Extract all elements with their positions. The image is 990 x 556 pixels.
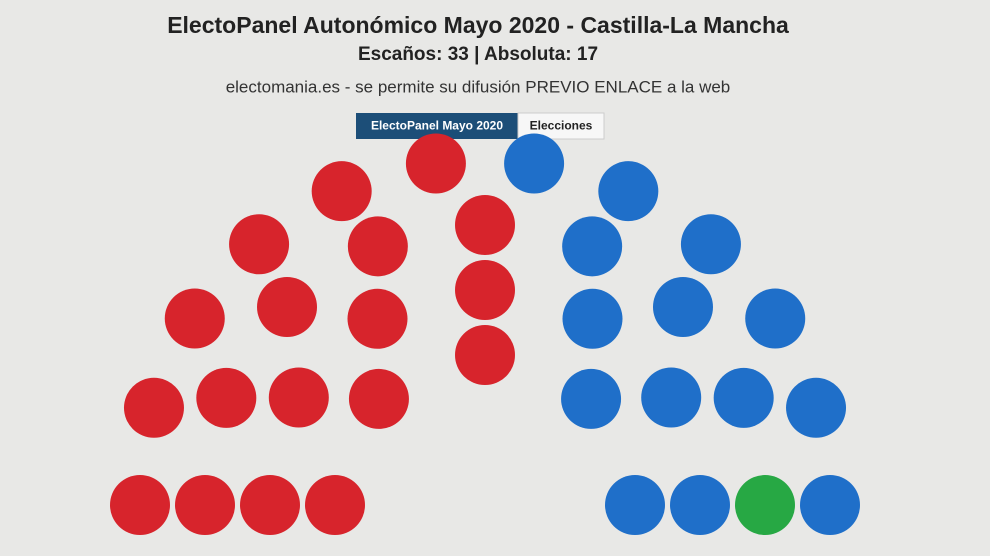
seat: [196, 367, 257, 428]
seat: [305, 475, 365, 535]
seat: [455, 195, 515, 255]
seat: [652, 277, 713, 338]
seat: [786, 377, 847, 438]
seat: [713, 367, 774, 428]
chart-subtitle: Escaños: 33 | Absoluta: 17: [358, 44, 598, 65]
seat: [268, 367, 329, 428]
seat: [562, 288, 623, 349]
seat: [455, 325, 515, 385]
seat: [641, 367, 702, 428]
seat: [562, 216, 623, 277]
seat: [348, 368, 409, 429]
seat: [123, 377, 184, 438]
seat: [680, 214, 741, 275]
seat: [347, 216, 408, 277]
seat: [229, 214, 290, 275]
credit: electomania.es - se permite su difusión …: [226, 77, 731, 96]
seat: [735, 475, 795, 535]
seat: [561, 368, 622, 429]
seat: [240, 475, 300, 535]
seat: [504, 133, 565, 194]
tab-label[interactable]: ElectoPanel Mayo 2020: [371, 119, 503, 133]
seat: [110, 475, 170, 535]
tab-label[interactable]: Elecciones: [530, 119, 593, 133]
seat: [405, 133, 466, 194]
seat: [164, 288, 225, 349]
seat: [311, 161, 372, 222]
seat: [605, 475, 665, 535]
chart-title: ElectoPanel Autonómico Mayo 2020 - Casti…: [167, 12, 789, 38]
seat: [598, 161, 659, 222]
seat: [670, 475, 730, 535]
seat: [800, 475, 860, 535]
seat: [455, 260, 515, 320]
seat: [745, 288, 806, 349]
seat: [257, 277, 318, 338]
seat: [347, 288, 408, 349]
seat: [175, 475, 235, 535]
